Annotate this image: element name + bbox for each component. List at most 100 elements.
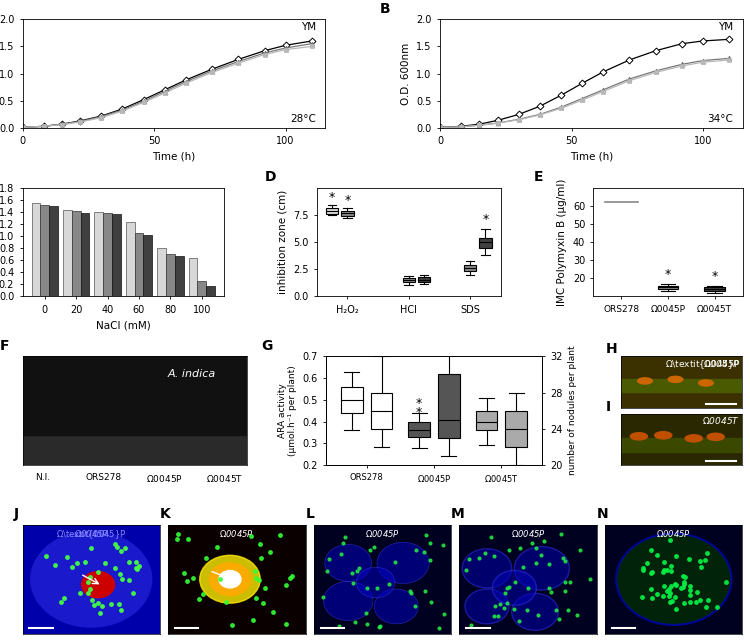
Circle shape <box>465 589 509 624</box>
Text: $\Omega$0045P: $\Omega$0045P <box>74 528 109 539</box>
Bar <box>620 380 742 392</box>
Bar <box>438 374 460 438</box>
Bar <box>112 214 121 296</box>
Text: G: G <box>262 339 273 353</box>
Bar <box>403 278 415 282</box>
Bar <box>418 278 430 282</box>
Bar <box>704 287 725 291</box>
Text: M: M <box>452 508 465 522</box>
Text: D: D <box>266 170 277 184</box>
Text: A. indica: A. indica <box>167 369 215 380</box>
Text: J: J <box>14 508 20 522</box>
Bar <box>40 205 50 296</box>
Text: F: F <box>0 339 10 353</box>
Bar <box>22 356 248 435</box>
Text: *: * <box>416 406 422 419</box>
Y-axis label: IMC Polymyxin B (μg/ml): IMC Polymyxin B (μg/ml) <box>557 179 567 306</box>
Text: *: * <box>329 191 335 204</box>
Circle shape <box>493 570 536 605</box>
Bar <box>370 392 392 429</box>
Bar <box>326 208 338 214</box>
Circle shape <box>616 534 731 625</box>
Circle shape <box>209 563 251 596</box>
Text: $\Omega$0045P: $\Omega$0045P <box>656 528 692 539</box>
Bar <box>188 259 197 296</box>
Bar <box>166 254 175 296</box>
Text: $\Omega$\textit{0045}P: $\Omega$\textit{0045}P <box>56 528 126 541</box>
X-axis label: NaCl (mM): NaCl (mM) <box>96 321 151 330</box>
Text: YM: YM <box>301 22 316 33</box>
Bar <box>341 387 363 413</box>
Circle shape <box>698 380 713 386</box>
Y-axis label: O.D. 600nm: O.D. 600nm <box>400 42 411 105</box>
Bar <box>72 211 80 296</box>
Circle shape <box>514 547 569 590</box>
Circle shape <box>374 589 419 624</box>
Circle shape <box>219 570 241 588</box>
Circle shape <box>462 548 512 588</box>
Bar <box>620 438 742 452</box>
Text: $\Omega$0045P: $\Omega$0045P <box>703 358 740 369</box>
Bar <box>126 221 134 296</box>
X-axis label: Time (h): Time (h) <box>152 152 196 162</box>
Text: E: E <box>534 170 544 184</box>
Text: $\Omega$\textit{0045}P: $\Omega$\textit{0045}P <box>664 358 740 371</box>
Bar <box>409 422 430 436</box>
Text: *: * <box>344 194 350 207</box>
Circle shape <box>638 378 652 384</box>
Circle shape <box>377 542 429 584</box>
Circle shape <box>356 567 395 598</box>
Text: B: B <box>380 2 390 15</box>
Text: $\Omega$0045P: $\Omega$0045P <box>220 528 254 539</box>
Circle shape <box>323 581 373 621</box>
Text: L: L <box>305 508 314 522</box>
Bar <box>50 206 58 296</box>
Bar <box>479 238 491 248</box>
Text: *: * <box>416 397 422 410</box>
Text: YM: YM <box>718 22 734 33</box>
Bar <box>32 203 40 296</box>
Text: *: * <box>712 270 718 283</box>
Y-axis label: inhibition zone (cm): inhibition zone (cm) <box>278 190 287 294</box>
Text: $\Omega$0045P: $\Omega$0045P <box>511 528 545 539</box>
Bar <box>22 435 248 465</box>
Text: N.I.: N.I. <box>35 473 50 482</box>
Text: *: * <box>482 213 488 227</box>
Text: 34°C: 34°C <box>707 113 734 124</box>
Bar <box>197 281 206 296</box>
Bar <box>143 235 152 296</box>
Circle shape <box>82 572 115 598</box>
Bar <box>206 285 215 296</box>
Circle shape <box>31 531 152 627</box>
Bar <box>658 285 679 289</box>
Y-axis label: ARA activity
(μmol.h⁻¹ per plant): ARA activity (μmol.h⁻¹ per plant) <box>278 365 297 456</box>
Text: I: I <box>606 399 611 413</box>
Bar <box>158 248 166 296</box>
Bar <box>341 211 353 216</box>
Bar <box>94 212 104 296</box>
Text: $\Omega$0045P: $\Omega$0045P <box>146 473 183 484</box>
Bar <box>476 411 497 430</box>
Circle shape <box>686 435 702 442</box>
Text: $\Omega$0045T: $\Omega$0045T <box>702 415 740 426</box>
Circle shape <box>707 433 724 440</box>
Text: $\Omega$0045P: $\Omega$0045P <box>365 528 400 539</box>
Bar <box>63 210 72 296</box>
Text: 28°C: 28°C <box>290 113 316 124</box>
Y-axis label: number of nodules per plant: number of nodules per plant <box>568 346 578 476</box>
Circle shape <box>655 432 672 439</box>
X-axis label: Time (h): Time (h) <box>569 152 613 162</box>
Text: N: N <box>597 508 608 522</box>
Circle shape <box>325 545 371 581</box>
Bar <box>134 233 143 296</box>
Circle shape <box>200 556 260 603</box>
Text: ORS278: ORS278 <box>86 473 122 482</box>
Circle shape <box>630 433 647 440</box>
Text: K: K <box>160 508 171 522</box>
Circle shape <box>512 593 559 630</box>
Bar <box>506 411 527 447</box>
Text: *: * <box>664 268 671 281</box>
Bar <box>464 265 476 271</box>
Text: $\Omega$0045T: $\Omega$0045T <box>206 473 244 484</box>
Bar <box>104 213 112 296</box>
